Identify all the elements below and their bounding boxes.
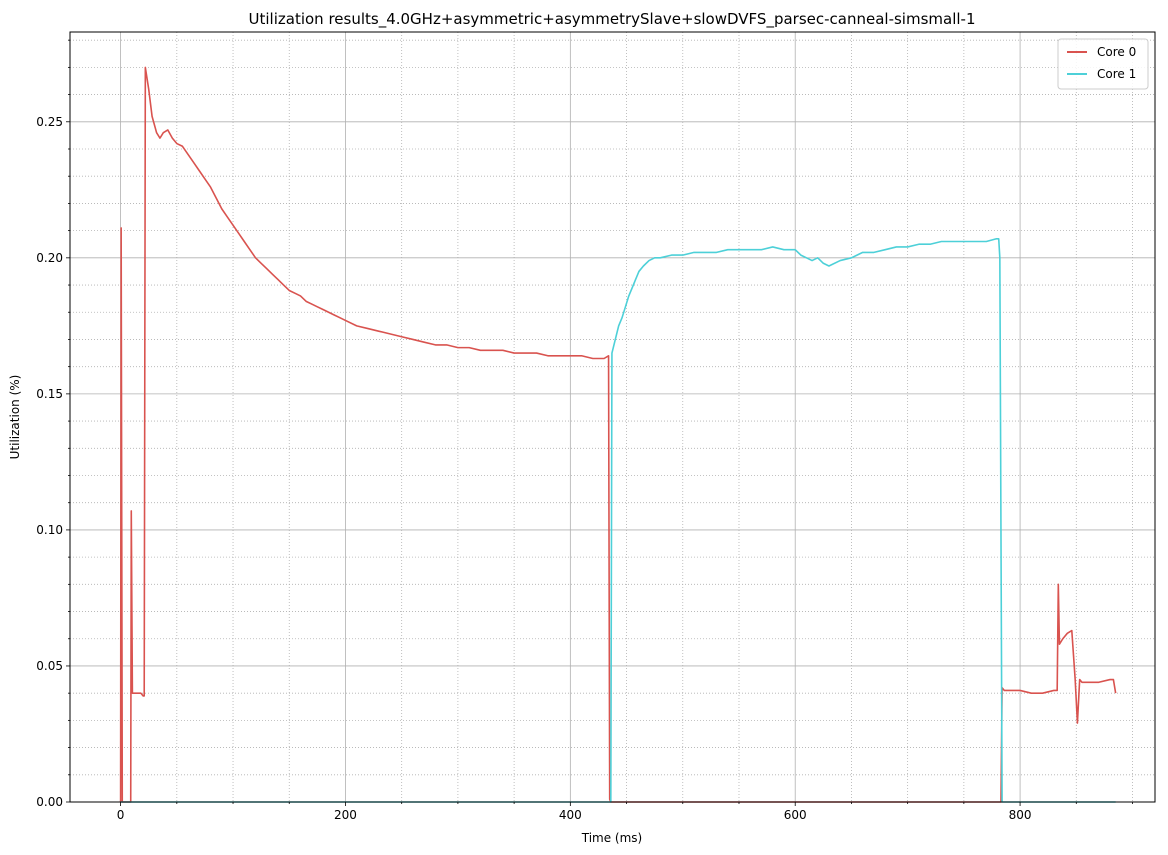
y-tick-label: 0.00 xyxy=(36,795,63,809)
legend-label-core-0: Core 0 xyxy=(1097,45,1136,59)
y-tick-label: 0.10 xyxy=(36,523,63,537)
x-tick-label: 600 xyxy=(784,808,807,822)
x-tick-label: 800 xyxy=(1009,808,1032,822)
y-tick-label: 0.15 xyxy=(36,387,63,401)
legend-label-core-1: Core 1 xyxy=(1097,67,1136,81)
y-tick-label: 0.05 xyxy=(36,659,63,673)
y-tick-label: 0.20 xyxy=(36,251,63,265)
x-axis-ticks: 0 200 400 600 800 xyxy=(117,802,1133,822)
chart-title: Utilization results_4.0GHz+asymmetric+as… xyxy=(249,10,976,29)
y-tick-label: 0.25 xyxy=(36,115,63,129)
y-axis-label: Utilization (%) xyxy=(8,375,22,460)
x-tick-label: 200 xyxy=(334,808,357,822)
plot-frame xyxy=(69,31,1156,803)
series-line-core-0 xyxy=(119,66,1117,803)
y-axis-ticks: 0.00 0.05 0.10 0.15 0.20 0.25 xyxy=(36,39,70,809)
series-layer xyxy=(119,66,1117,803)
series-line-core-1 xyxy=(120,237,1116,803)
x-tick-label: 0 xyxy=(117,808,125,822)
x-tick-label: 400 xyxy=(559,808,582,822)
x-axis-label: Time (ms) xyxy=(581,831,643,845)
legend: Core 0 Core 1 xyxy=(1057,38,1149,90)
minor-grid xyxy=(70,32,1155,802)
